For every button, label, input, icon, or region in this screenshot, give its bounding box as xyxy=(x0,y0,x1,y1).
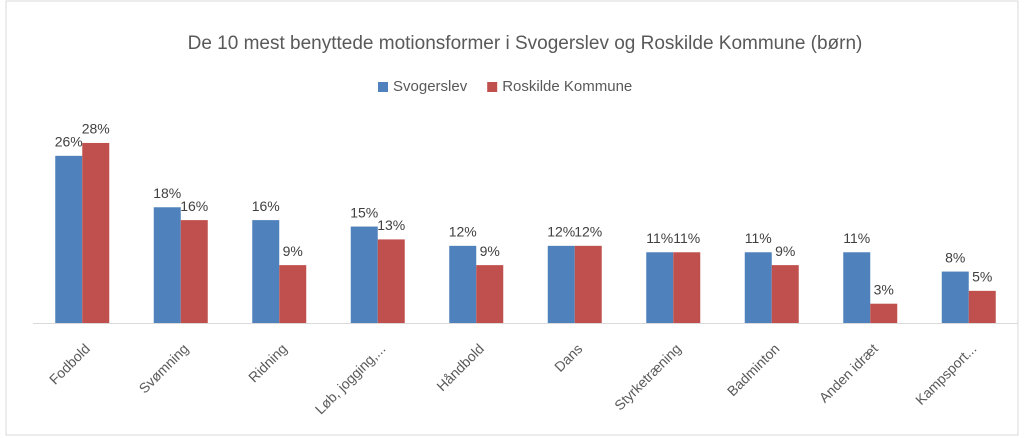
value-label: 9% xyxy=(775,243,795,259)
value-label: 16% xyxy=(180,198,208,214)
bar xyxy=(252,220,280,323)
bar xyxy=(941,271,969,323)
bar xyxy=(55,155,83,323)
bar xyxy=(771,265,799,323)
bar xyxy=(744,252,772,323)
bar xyxy=(153,207,181,323)
bar xyxy=(377,239,405,323)
value-label: 5% xyxy=(972,269,992,285)
bar xyxy=(673,252,701,323)
bar xyxy=(843,252,871,323)
value-label: 11% xyxy=(745,230,772,246)
bar xyxy=(968,290,996,323)
value-label: 11% xyxy=(646,230,673,246)
legend-label: Svogerslev xyxy=(393,78,468,95)
value-label: 12% xyxy=(449,224,477,240)
bar xyxy=(279,265,307,323)
value-label: 16% xyxy=(252,198,280,214)
value-label: 9% xyxy=(480,243,500,259)
value-label: 18% xyxy=(153,185,181,201)
legend-label: Roskilde Kommune xyxy=(502,78,632,95)
value-label: 11% xyxy=(673,230,700,246)
bar xyxy=(350,226,378,323)
bar xyxy=(547,245,575,323)
value-label: 28% xyxy=(82,121,110,137)
value-label: 11% xyxy=(843,230,870,246)
value-label: 8% xyxy=(945,249,965,265)
bar xyxy=(449,245,477,323)
bar xyxy=(82,142,110,323)
value-label: 26% xyxy=(55,134,83,150)
value-label: 12% xyxy=(547,224,575,240)
bar xyxy=(870,303,898,323)
bar xyxy=(646,252,674,323)
bar xyxy=(574,245,602,323)
bar xyxy=(476,265,504,323)
bar xyxy=(180,220,208,323)
legend-swatch xyxy=(487,82,498,92)
value-label: 3% xyxy=(874,281,894,297)
value-label: 12% xyxy=(574,224,602,240)
value-label: 15% xyxy=(350,204,378,220)
value-label: 9% xyxy=(283,243,303,259)
chart-title: De 10 mest benyttede motionsformer i Svo… xyxy=(188,33,863,54)
legend-swatch xyxy=(378,82,388,92)
value-label: 13% xyxy=(377,217,405,233)
